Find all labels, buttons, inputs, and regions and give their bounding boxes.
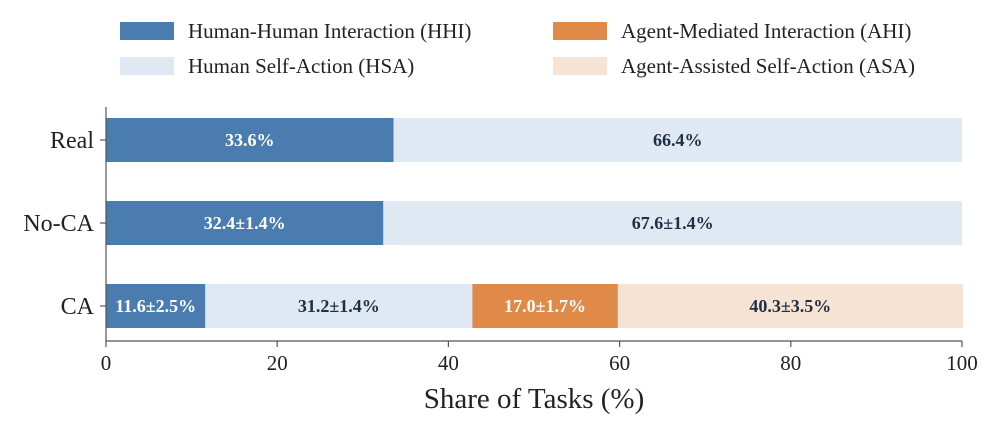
bar-ahi-ca bbox=[472, 284, 618, 328]
bar-label-hsa-ca: 31.2±1.4% bbox=[298, 296, 380, 316]
y-tick-label: CA bbox=[61, 294, 95, 320]
bar-label-ahi-ca: 17.0±1.7% bbox=[504, 296, 586, 316]
bar-hsa-ca bbox=[205, 284, 473, 328]
legend-label-asa: Agent-Assisted Self-Action (ASA) bbox=[621, 54, 915, 78]
bar-hhi-ca bbox=[106, 284, 206, 328]
legend-swatch-ahi bbox=[553, 22, 607, 40]
bar-hsa-no-ca bbox=[383, 201, 962, 245]
legend-label-ahi: Agent-Mediated Interaction (AHI) bbox=[621, 19, 911, 43]
bar-asa-ca bbox=[617, 284, 963, 328]
y-tick-label: No-CA bbox=[23, 211, 94, 237]
axes bbox=[105, 107, 962, 342]
x-tick-label: 20 bbox=[267, 351, 288, 375]
y-category-labels: Real No-CA CA bbox=[23, 128, 106, 320]
bars: 33.6% 66.4% 32.4±1.4% 67.6±1.4% 11.6±2.5% 31.… bbox=[106, 118, 963, 328]
bar-hhi-real bbox=[106, 118, 394, 162]
bar-hsa-real bbox=[393, 118, 963, 162]
bar-label-hhi-real: 33.6% bbox=[225, 130, 275, 150]
bar-label-asa-ca: 40.3±3.5% bbox=[749, 296, 831, 316]
legend-label-hsa: Human Self-Action (HSA) bbox=[188, 54, 414, 78]
bar-label-hsa-real: 66.4% bbox=[653, 130, 703, 150]
x-tick-label: 0 bbox=[101, 351, 112, 375]
legend-swatch-hsa bbox=[120, 57, 174, 75]
legend-swatch-hhi bbox=[120, 22, 174, 40]
x-tick-label: 60 bbox=[609, 351, 630, 375]
legend-label-hhi: Human-Human Interaction (HHI) bbox=[188, 19, 471, 43]
legend-swatch-asa bbox=[553, 57, 607, 75]
bar-label-hsa-no-ca: 67.6±1.4% bbox=[632, 213, 714, 233]
x-tick-label: 80 bbox=[780, 351, 801, 375]
x-axis-title: Share of Tasks (%) bbox=[424, 383, 645, 415]
bar-label-hhi-no-ca: 32.4±1.4% bbox=[204, 213, 286, 233]
x-ticks: 0 20 40 60 80 100 bbox=[101, 341, 978, 375]
legend: Human-Human Interaction (HHI) Agent-Media… bbox=[120, 19, 915, 78]
bar-label-hhi-ca: 11.6±2.5% bbox=[115, 296, 196, 316]
y-tick-label: Real bbox=[50, 128, 94, 154]
x-tick-label: 40 bbox=[438, 351, 459, 375]
bar-hhi-no-ca bbox=[106, 201, 384, 245]
x-tick-label: 100 bbox=[946, 351, 978, 375]
